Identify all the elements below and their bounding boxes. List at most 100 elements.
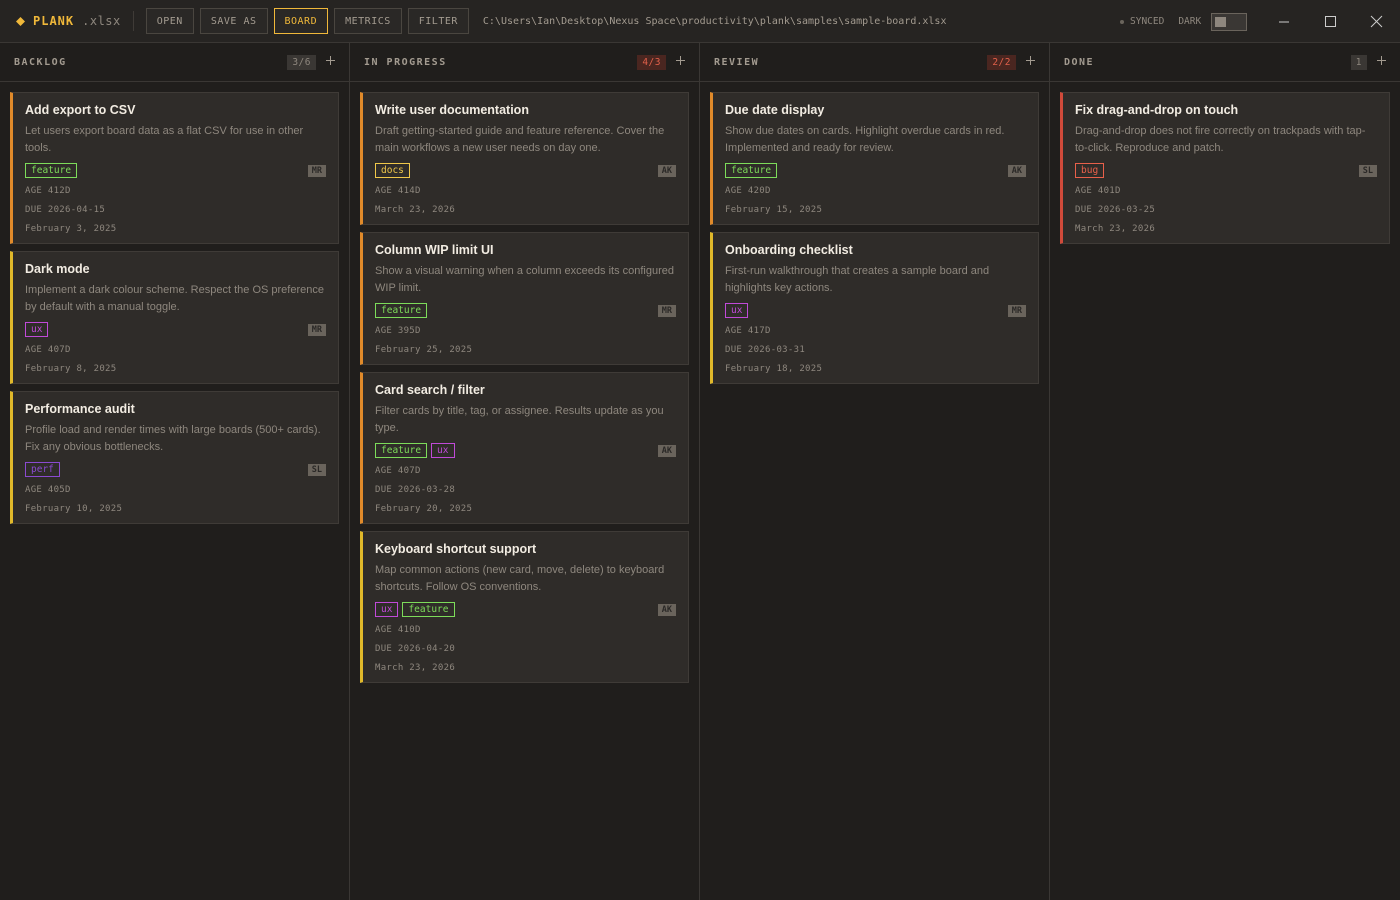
card-title: Fix drag-and-drop on touch: [1075, 103, 1239, 117]
card-title: Write user documentation: [375, 103, 529, 117]
card-tags: docs AK: [375, 163, 676, 178]
assignee: AK: [657, 444, 676, 457]
card-list: Write user documentation Draft getting-st…: [350, 82, 699, 683]
add-card[interactable]: [1377, 56, 1386, 68]
tag: feature: [25, 163, 78, 178]
card-description: Profile load and render times with large…: [25, 424, 321, 453]
card-title: Dark mode: [25, 262, 90, 276]
card-meta: AGE 405D: [25, 485, 71, 495]
card-meta: AGE 420D: [725, 186, 771, 196]
card-meta: March 23, 2026: [375, 663, 456, 673]
column-header: REVIEW 2/2: [700, 43, 1049, 82]
logo-icon: [16, 16, 25, 26]
card-meta: February 8, 2025: [25, 364, 117, 374]
assignee: MR: [307, 164, 326, 177]
card-meta: AGE 414D: [375, 186, 421, 196]
card-meta: February 15, 2025: [725, 205, 823, 215]
card-title: Column WIP limit UI: [375, 243, 494, 257]
tag: feature: [402, 602, 455, 617]
theme-toggle[interactable]: [1211, 12, 1248, 31]
status: SYNCED DARK: [1120, 0, 1248, 43]
card-meta: DUE 2026-03-31: [725, 345, 806, 355]
close[interactable]: [1354, 0, 1400, 43]
card-meta: AGE 407D: [375, 466, 421, 476]
card-description: Draft getting-started guide and feature …: [375, 125, 665, 154]
assignee: MR: [1007, 304, 1026, 317]
sync-dot: [1120, 19, 1124, 24]
app-name: PLANK: [33, 14, 75, 28]
card-description: Show due dates on cards. Highlight overd…: [725, 125, 1005, 154]
tag: docs: [375, 163, 410, 178]
column: IN PROGRESS 4/3 Write user documentation Dr…: [350, 43, 700, 900]
add-card[interactable]: [676, 56, 685, 68]
card[interactable]: Write user documentation Draft getting-st…: [360, 92, 689, 225]
card-list: Fix drag-and-drop on touch Drag-and-drop …: [1050, 82, 1400, 244]
toolbar-button[interactable]: BOARD: [273, 8, 329, 34]
assignee: MR: [657, 304, 676, 317]
assignee: AK: [657, 164, 676, 177]
card-tags: feature MR: [375, 303, 676, 318]
card-description: Drag-and-drop does not fire correctly on…: [1075, 125, 1366, 154]
toolbar-button[interactable]: FILTER: [407, 8, 469, 34]
add-card[interactable]: [1026, 56, 1035, 68]
wip-count: 3/6: [287, 54, 316, 70]
card-tags: perf SL: [25, 462, 326, 477]
tag: feature: [375, 443, 428, 458]
card-description: Filter cards by title, tag, or assignee.…: [375, 405, 664, 434]
toolbar-button[interactable]: OPEN: [145, 8, 194, 34]
card-meta: AGE 395D: [375, 326, 421, 336]
window-controls: [1262, 0, 1400, 43]
maximize[interactable]: [1308, 0, 1354, 43]
wip-count: 1: [1350, 54, 1367, 70]
card-title: Card search / filter: [375, 383, 485, 397]
buttons: OPEN SAVE AS BOARD METRICS FILTER: [145, 8, 475, 34]
card-description: Implement a dark colour scheme. Respect …: [25, 284, 324, 313]
card-title: Performance audit: [25, 402, 135, 416]
assignee: MR: [307, 323, 326, 336]
card-title: Onboarding checklist: [725, 243, 853, 257]
card[interactable]: Card search / filter Filter cards by titl…: [360, 372, 689, 524]
card[interactable]: Dark mode Implement a dark colour scheme.…: [10, 251, 339, 384]
file-ext: .xlsx: [82, 14, 121, 28]
card-tags: ux MR: [725, 303, 1026, 318]
minimize[interactable]: [1262, 0, 1308, 43]
toolbar-button[interactable]: METRICS: [334, 8, 402, 34]
tag: feature: [375, 303, 428, 318]
card-meta: DUE 2026-04-20: [375, 644, 456, 654]
card-title: Due date display: [725, 103, 825, 117]
card-meta: February 3, 2025: [25, 224, 117, 234]
card-tags: ux MR: [25, 322, 326, 337]
toolbar: PLANK .xlsx OPEN SAVE AS BOARD METRICS FILTE…: [0, 0, 1400, 43]
card-meta: February 10, 2025: [25, 504, 123, 514]
logo: PLANK .xlsx: [16, 14, 121, 28]
column: DONE 1 Fix drag-and-drop on touch Drag-and-…: [1050, 43, 1400, 900]
column-header: DONE 1: [1050, 43, 1400, 82]
card-meta: March 23, 2026: [375, 205, 456, 215]
card[interactable]: Keyboard shortcut support Map common acti…: [360, 531, 689, 683]
card[interactable]: Performance audit Profile load and render…: [10, 391, 339, 524]
card[interactable]: Fix drag-and-drop on touch Drag-and-drop …: [1060, 92, 1390, 244]
card[interactable]: Due date display Show due dates on cards.…: [710, 92, 1039, 225]
board: BACKLOG 3/6 Add export to CSV Let users exp…: [0, 43, 1400, 900]
tag: ux: [25, 322, 49, 337]
tag: perf: [25, 462, 60, 477]
assignee: AK: [657, 603, 676, 616]
card[interactable]: Column WIP limit UI Show a visual warning…: [360, 232, 689, 365]
tag: feature: [725, 163, 778, 178]
toolbar-button[interactable]: SAVE AS: [199, 8, 268, 34]
card[interactable]: Onboarding checklist First-run walkthroug…: [710, 232, 1039, 384]
card-tags: ux feature AK: [375, 602, 676, 617]
card-meta: February 20, 2025: [375, 504, 473, 514]
card-meta: February 18, 2025: [725, 364, 823, 374]
card-meta: DUE 2026-03-25: [1075, 205, 1156, 215]
card-meta: February 25, 2025: [375, 345, 473, 355]
tag: ux: [375, 602, 399, 617]
wip-count: 2/2: [987, 54, 1016, 70]
separator: [132, 11, 134, 31]
card[interactable]: Add export to CSV Let users export board …: [10, 92, 339, 244]
card-meta: AGE 407D: [25, 345, 71, 355]
theme-label: DARK: [1178, 16, 1202, 27]
card-list: Due date display Show due dates on cards.…: [700, 82, 1049, 384]
add-card[interactable]: [326, 56, 335, 68]
